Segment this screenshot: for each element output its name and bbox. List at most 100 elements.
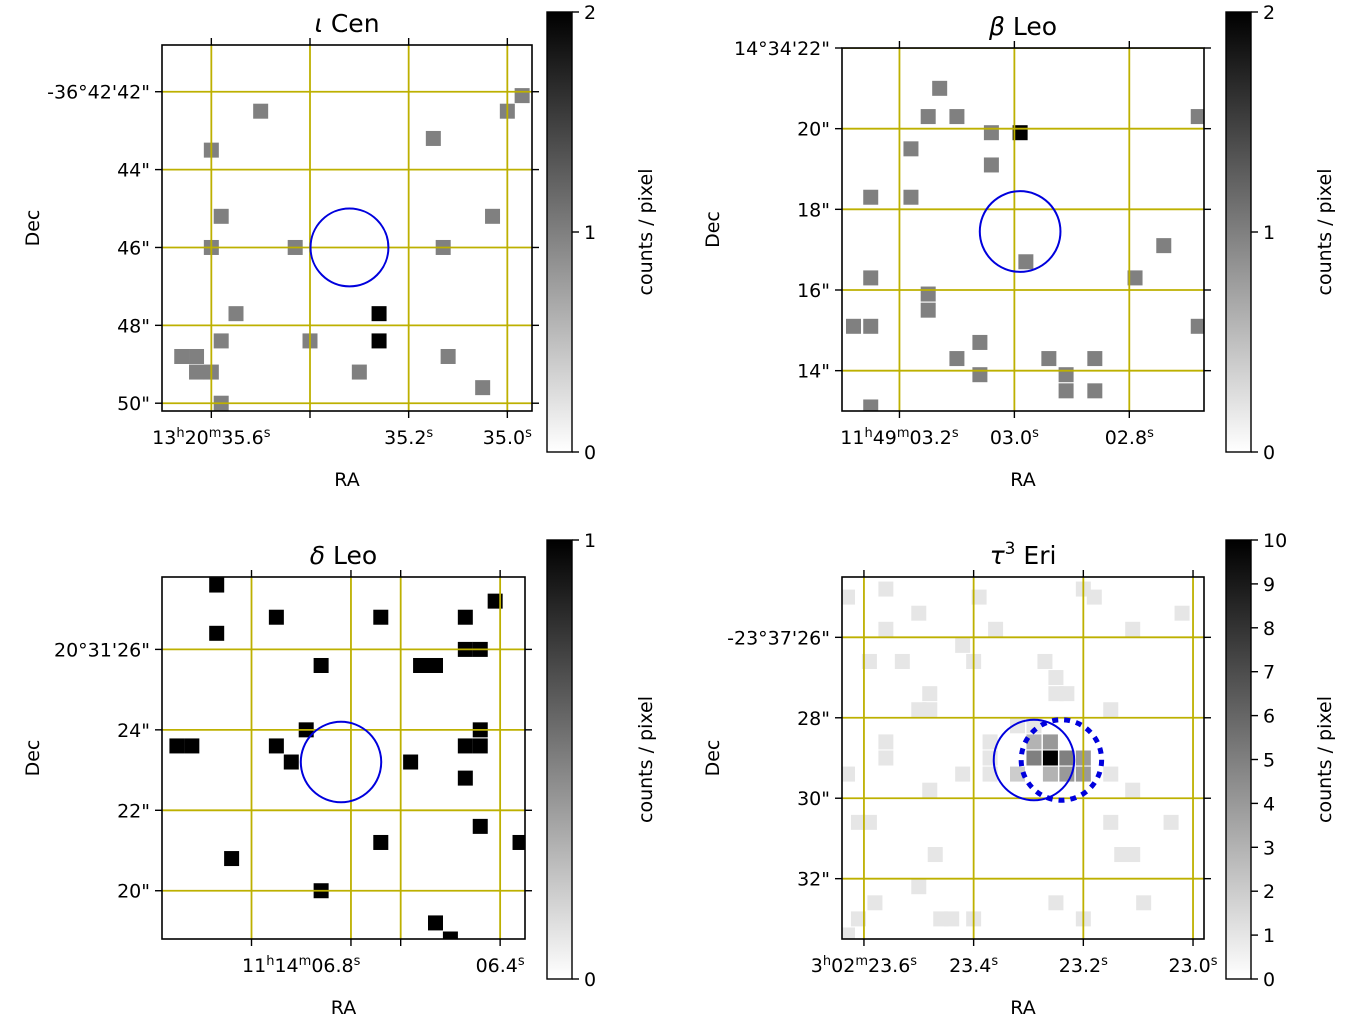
pixel: [457, 609, 473, 625]
pixel: [863, 399, 879, 411]
source-circle: [978, 190, 1062, 273]
source-circle: [299, 720, 383, 804]
x-tick-label: 23.4s: [949, 954, 998, 978]
pixel: [425, 130, 441, 146]
x-axis-label: RA: [334, 469, 359, 491]
pixel: [268, 609, 284, 625]
y-tick-label: 30": [797, 788, 830, 810]
x-tick-label: 23.0s: [1168, 954, 1217, 978]
pixel: [224, 851, 240, 867]
panel-title: β Leo: [988, 12, 1057, 41]
pixel: [1026, 734, 1042, 750]
y-axis-label: Dec: [702, 740, 724, 777]
pixel-layer: [842, 581, 1190, 939]
colorbar: [546, 539, 573, 980]
pixel: [1190, 318, 1204, 334]
pixel: [228, 306, 244, 322]
pixel: [472, 738, 488, 754]
pixel: [842, 766, 855, 782]
pixel: [1026, 750, 1042, 766]
y-tick-label: 50": [117, 393, 150, 415]
pixel: [845, 318, 861, 334]
pixel: [982, 766, 998, 782]
pixel: [955, 637, 971, 653]
panel-title: τ3 Eri: [990, 539, 1057, 570]
pixel: [442, 931, 458, 939]
pixel: [878, 734, 894, 750]
pixel: [972, 334, 988, 350]
pixel: [472, 818, 488, 834]
y-tick-label: 20": [117, 881, 150, 903]
colorbar-tick-label: 0: [1263, 969, 1275, 991]
pixel: [971, 589, 987, 605]
x-tick-label: 35.2s: [384, 426, 433, 450]
pixel: [850, 911, 866, 927]
colorbar-tick-label: 10: [1263, 530, 1287, 552]
pixel: [351, 364, 367, 380]
y-tick-label: 14°34'22": [734, 38, 830, 60]
pixel: [514, 88, 530, 104]
x-axis-label: RA: [331, 997, 356, 1019]
panel-4: -23°37'26" 28" 30" 32" 3h02m23.6s 23.4s 23.2s 2…: [702, 530, 1336, 1019]
pixel: [1125, 847, 1141, 863]
colorbar-tick-label: 1: [584, 530, 596, 552]
pixel: [209, 625, 225, 641]
axes-frame: [161, 576, 526, 940]
pixel: [1103, 814, 1119, 830]
x-tick-label: 06.4s: [476, 954, 525, 978]
y-tick-label: 16": [797, 280, 830, 302]
y-tick-label: 44": [117, 160, 150, 182]
colorbar: [1225, 11, 1252, 453]
pixel: [189, 364, 205, 380]
panels: -36°42'42"44"46"48"50"13h20m35.6s 35.2s 35…: [22, 2, 1336, 1019]
pixel: [1086, 589, 1102, 605]
pixel: [1042, 766, 1058, 782]
colorbar-tick-label: 9: [1263, 574, 1275, 596]
pixel: [373, 834, 389, 850]
y-tick-label: 46": [117, 237, 150, 259]
colorbar: [546, 11, 573, 453]
pixel: [949, 109, 965, 125]
panel-title: δ Leo: [310, 541, 377, 570]
colorbar-tick-label: 2: [584, 2, 596, 24]
pixel: [475, 380, 491, 396]
grid-layer: [842, 48, 1204, 411]
pixel: [1125, 782, 1141, 798]
pixel: [1042, 734, 1058, 750]
pixel: [371, 306, 387, 322]
colorbar-tick-label: 7: [1263, 662, 1275, 684]
x-tick-label: 03.0s: [990, 426, 1039, 450]
pixel: [1174, 605, 1190, 621]
pixel: [403, 754, 419, 770]
y-axis-label: Dec: [702, 211, 724, 248]
x-tick-label: 35.0s: [483, 426, 532, 450]
pixel: [1058, 367, 1074, 383]
pixel: [209, 577, 225, 593]
pixel: [413, 657, 429, 673]
pixel: [371, 333, 387, 349]
pixel: [313, 657, 329, 673]
pixel: [1048, 670, 1064, 686]
pixel: [972, 367, 988, 383]
pixel: [911, 605, 927, 621]
pixel: [184, 738, 200, 754]
pixel: [878, 750, 894, 766]
colorbar-tick-label: 1: [1263, 222, 1275, 244]
pixel: [861, 653, 877, 669]
pixel: [1026, 718, 1042, 734]
pixel: [512, 834, 525, 850]
pixel: [440, 348, 456, 364]
pixel: [842, 927, 855, 939]
panel-title: ι Cen: [314, 9, 379, 38]
pixel: [983, 157, 999, 173]
pixel: [1156, 238, 1172, 254]
pixel: [253, 103, 269, 119]
axes-frame: [161, 44, 533, 412]
source-circle: [992, 718, 1076, 802]
y-tick-label: 22": [117, 800, 150, 822]
pixel: [213, 333, 229, 349]
pixel: [863, 270, 879, 286]
pixel: [878, 581, 894, 597]
pixel: [1010, 766, 1026, 782]
grid-layer: [162, 577, 525, 939]
